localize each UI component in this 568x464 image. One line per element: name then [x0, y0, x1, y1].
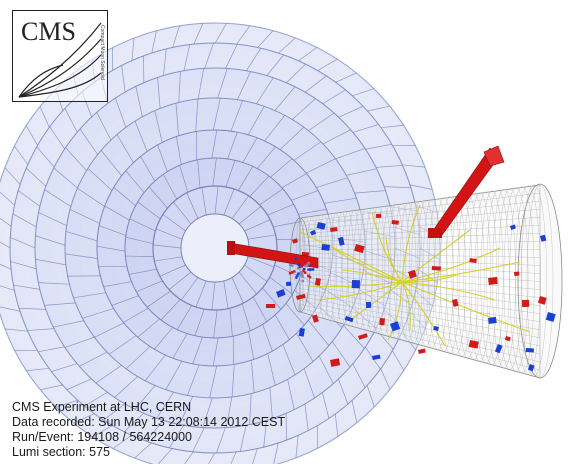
event-caption: CMS Experiment at LHC, CERN Data recorde… [12, 400, 285, 460]
vertex-cluster [288, 257, 315, 283]
caption-experiment: CMS Experiment at LHC, CERN [12, 400, 192, 414]
caption-run-event: Run/Event: 194108 / 564224000 [12, 430, 193, 444]
jet-cone-left [227, 241, 319, 269]
logo-subtitle: Compact Muon Solenoid [99, 25, 105, 80]
charged-tracks [299, 204, 531, 347]
logo-text: CMS [21, 17, 76, 46]
calorimeter-deposits [266, 213, 556, 372]
caption-lumi: Lumi section: 575 [12, 445, 110, 459]
cms-logo: CMS Compact Muon Solenoid [12, 10, 108, 102]
jet-cone-upper [428, 145, 505, 239]
logo-curves-icon [18, 22, 102, 98]
caption-date: Data recorded: Sun May 13 22:08:14 2012 … [12, 415, 286, 429]
